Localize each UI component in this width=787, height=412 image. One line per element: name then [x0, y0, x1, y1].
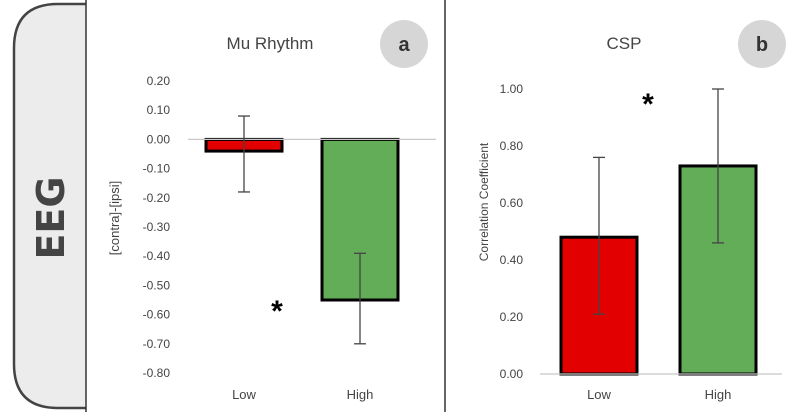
panel-a-ytick-label: -0.70	[143, 337, 171, 351]
panel-b-ytick-label: 0.20	[500, 310, 524, 324]
panel-a-ytick-label: -0.40	[143, 249, 171, 263]
panel-b-ytick-label: 0.00	[500, 367, 524, 381]
panel-a-ytick-label: -0.50	[143, 278, 171, 292]
panel-a-letter: a	[398, 34, 410, 56]
panel-a-significance: *	[271, 295, 283, 328]
panel-a: Mu Rhythm a [contra]-[ipsi] 0.20 0.10 0.00…	[107, 20, 436, 402]
panel-b-badge	[738, 20, 786, 68]
panel-a-ylabel: [contra]-[ipsi]	[107, 181, 122, 255]
panel-a-category-label: High	[347, 387, 374, 402]
panel-b-category-label: High	[705, 387, 732, 402]
panel-a-ytick-label: -0.20	[143, 191, 171, 205]
panel-b-category-label: Low	[587, 387, 611, 402]
panel-a-badge	[380, 20, 428, 68]
panel-b-ytick-label: 0.40	[500, 253, 524, 267]
panel-b-letter: b	[756, 34, 768, 56]
panel-a-ytick-label: 0.10	[147, 103, 171, 117]
panel-b-ylabel: Correlation Coefficient	[477, 142, 491, 261]
panel-b-plot: 1.00 0.80 0.60 0.40 0.20 0.00 Low High	[500, 82, 782, 402]
panel-b-title: CSP	[607, 34, 642, 53]
panel-a-plot: 0.20 0.10 0.00 -0.10 -0.20 -0.30 -0.40 -0.50 -0.…	[143, 74, 436, 402]
panel-b-ytick-label: 0.60	[500, 196, 524, 210]
panel-a-ytick-label: -0.10	[143, 162, 171, 176]
panel-a-ytick-label: 0.20	[147, 74, 171, 88]
panel-a-ytick-label: 0.00	[147, 132, 171, 146]
panel-a-ytick-label: -0.60	[143, 308, 171, 322]
panel-a-ytick-label: -0.30	[143, 220, 171, 234]
eeg-label: EEG	[29, 176, 73, 259]
panel-a-category-label: Low	[232, 387, 256, 402]
panel-a-ytick-label: -0.80	[143, 366, 171, 380]
panel-b: CSP b Correlation Coefficient 1.00 0.80 0.…	[477, 20, 786, 402]
panel-b-ytick-label: 1.00	[500, 82, 524, 96]
panel-b-significance: *	[642, 88, 654, 121]
eeg-label-box	[12, 2, 86, 410]
panel-b-ytick-label: 0.80	[500, 139, 524, 153]
panel-a-title: Mu Rhythm	[227, 34, 314, 53]
